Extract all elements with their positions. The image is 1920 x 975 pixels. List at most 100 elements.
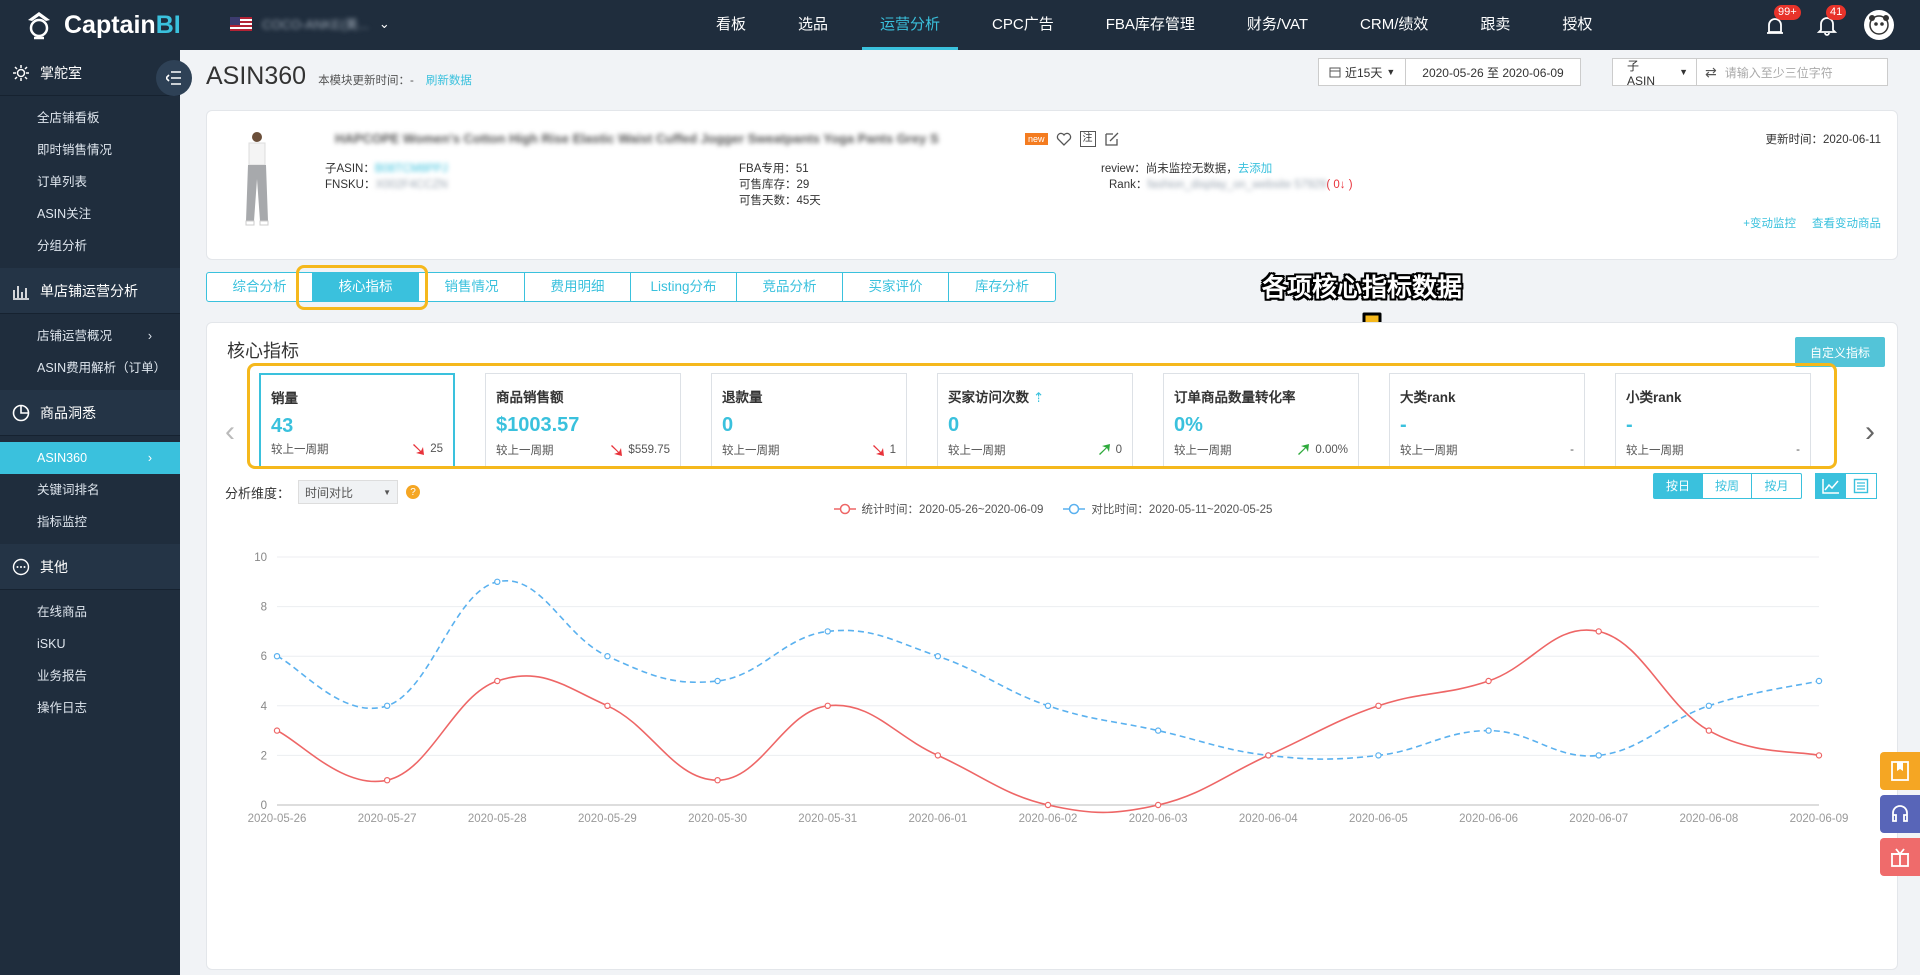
data-point[interactable] [1815,677,1823,685]
data-point[interactable] [494,578,501,586]
date-range-picker[interactable]: 近15天 ▼ 2020-05-26 至 2020-06-09 [1318,58,1581,86]
notification-button[interactable]: 41 [1812,5,1847,40]
data-point[interactable] [273,652,281,660]
data-point[interactable] [1265,752,1272,759]
add-review-link[interactable]: 去添加 [1237,163,1273,175]
product-title[interactable]: HAPCOPE Women's Cotton High Rise Elastic… [335,131,939,146]
swap-icon[interactable]: ⇄ [1705,63,1717,80]
data-point[interactable] [824,628,831,635]
sidebar-item[interactable]: 店铺运营概况 › [0,320,180,352]
sidebar-item[interactable]: 业务报告 [0,660,180,692]
nav-item-6[interactable]: CRM/绩效 [1360,16,1429,33]
granularity-button-0[interactable]: 按日 [1654,474,1703,498]
line-chart-view-button[interactable] [1816,474,1846,498]
data-point[interactable] [1815,752,1823,759]
metric-card[interactable]: 订单商品数量转化率 0% 较上一周期 0.00% [1163,373,1359,469]
sidebar-section-0[interactable]: 掌舵室 [0,50,180,96]
asin-type-select[interactable]: 子ASIN ▼ [1613,59,1697,88]
data-point[interactable] [1375,702,1382,709]
data-point[interactable] [383,702,391,709]
sidebar-item[interactable]: ASIN360 › [0,442,180,474]
metric-card[interactable]: 商品销售额 $1003.57 较上一周期 $559.75 [485,373,681,469]
custom-metrics-button[interactable]: 自定义指标 [1795,337,1885,367]
nav-item-4[interactable]: FBA库存管理 [1105,16,1195,33]
dimension-select[interactable]: 时间对比 ▼ [298,480,399,504]
data-point[interactable] [1595,628,1602,635]
date-preset-select[interactable]: 近15天 ▼ [1319,59,1405,85]
granularity-button-1[interactable]: 按周 [1703,474,1752,498]
data-point[interactable] [604,652,611,660]
granularity-button-2[interactable]: 按月 [1764,479,1789,493]
sidebar-item[interactable]: iSKU [0,628,180,660]
data-point[interactable] [1705,727,1713,734]
data-point[interactable] [824,702,831,709]
nav-item-7[interactable]: 跟卖 [1480,16,1511,33]
data-point[interactable] [1485,727,1492,734]
sidebar-collapse-button[interactable] [156,60,192,96]
upload-icon[interactable]: ⇡ [1033,390,1045,405]
table-view-button[interactable] [1846,474,1876,498]
sidebar-item[interactable]: 全店铺看板 [0,102,180,134]
support-button[interactable] [1880,795,1920,833]
metric-card[interactable]: 小类rank - 较上一周期 - [1615,373,1811,469]
data-point[interactable] [1154,801,1162,809]
sidebar-section-1[interactable]: 单店铺运营分析 [0,268,180,314]
alert-button[interactable]: 99+ [1760,5,1801,40]
nav-item-5[interactable]: 财务/VAT [1246,16,1309,33]
data-point[interactable] [934,652,942,660]
metric-card[interactable]: 退款量 0 较上一周期 1 [711,373,907,469]
sidebar-item[interactable]: 订单列表 [0,166,180,198]
sidebar-item[interactable]: 在线商品 [0,596,180,628]
tab-4[interactable]: Listing分布 [631,273,737,301]
note-icon[interactable]: 注 [1079,131,1096,147]
data-point[interactable] [1485,677,1492,685]
nav-item-1[interactable]: 选品 [798,16,829,33]
heart-icon[interactable] [1056,131,1072,147]
data-point[interactable] [604,702,611,709]
sidebar-item[interactable]: 分组分析 [0,230,180,262]
data-point[interactable] [1705,702,1713,709]
avatar[interactable] [1864,10,1894,40]
nav-item-3[interactable]: CPC广告 [992,16,1054,33]
data-point[interactable] [383,777,391,784]
refresh-link[interactable]: 刷新数据 [425,75,472,87]
sidebar-item[interactable]: 即时销售情况 [0,134,180,166]
tab-3[interactable]: 费用明细 [525,273,631,301]
sidebar-item[interactable]: ASIN关注 [0,198,180,230]
change-monitor-link[interactable]: +变动监控 [1743,218,1796,230]
product-image[interactable] [237,129,277,229]
sidebar-item[interactable]: 指标监控 [0,506,180,538]
sidebar-item[interactable]: 操作日志 [0,692,180,724]
data-point[interactable] [714,677,721,685]
child-asin-link[interactable]: B08TCM8PPJ [374,163,448,175]
data-point[interactable] [1595,752,1602,759]
tab-0[interactable]: 综合分析 [207,273,313,301]
legend-item[interactable]: 统计时间：2020-05-26~2020-06-09 [833,501,1043,517]
sidebar-section-2[interactable]: 商品洞悉 [0,390,180,436]
chevron-right-icon[interactable]: › [1865,415,1875,448]
bookmark-button[interactable] [1880,752,1920,790]
tab-6[interactable]: 买家评价 [843,273,949,301]
data-point[interactable] [1044,702,1052,709]
metric-card[interactable]: 买家访问次数 ⇡ 0 较上一周期 0 [937,373,1133,469]
sidebar-item[interactable]: ASIN费用解析（订单） [0,352,180,384]
metric-card[interactable]: 销量 43 较上一周期 25 [259,373,455,469]
nav-item-2[interactable]: 运营分析 [854,0,966,50]
sidebar-item[interactable]: 关键词排名 [0,474,180,506]
tab-7[interactable]: 库存分析 [975,279,1029,294]
edit-icon[interactable] [1104,131,1120,147]
gift-button[interactable] [1880,838,1920,876]
tab-1[interactable]: 核心指标 [313,273,419,301]
logo[interactable]: CaptainBI [22,8,181,42]
view-changes-link[interactable]: 查看变动商品 [1812,218,1881,230]
asin-search-input[interactable]: ⇄ 请输入至少三位字符 [1697,59,1887,85]
data-point[interactable] [1375,752,1382,759]
date-range-value[interactable]: 2020-05-26 至 2020-06-09 [1405,59,1579,85]
data-point[interactable] [714,777,721,784]
store-selector[interactable]: COCO-ANKE(美... ⌄ [230,14,390,33]
help-icon[interactable]: ? [406,485,421,499]
data-point[interactable] [934,752,942,759]
data-point[interactable] [494,677,501,685]
nav-item-8[interactable]: 授权 [1562,16,1593,33]
data-point[interactable] [1154,727,1162,734]
